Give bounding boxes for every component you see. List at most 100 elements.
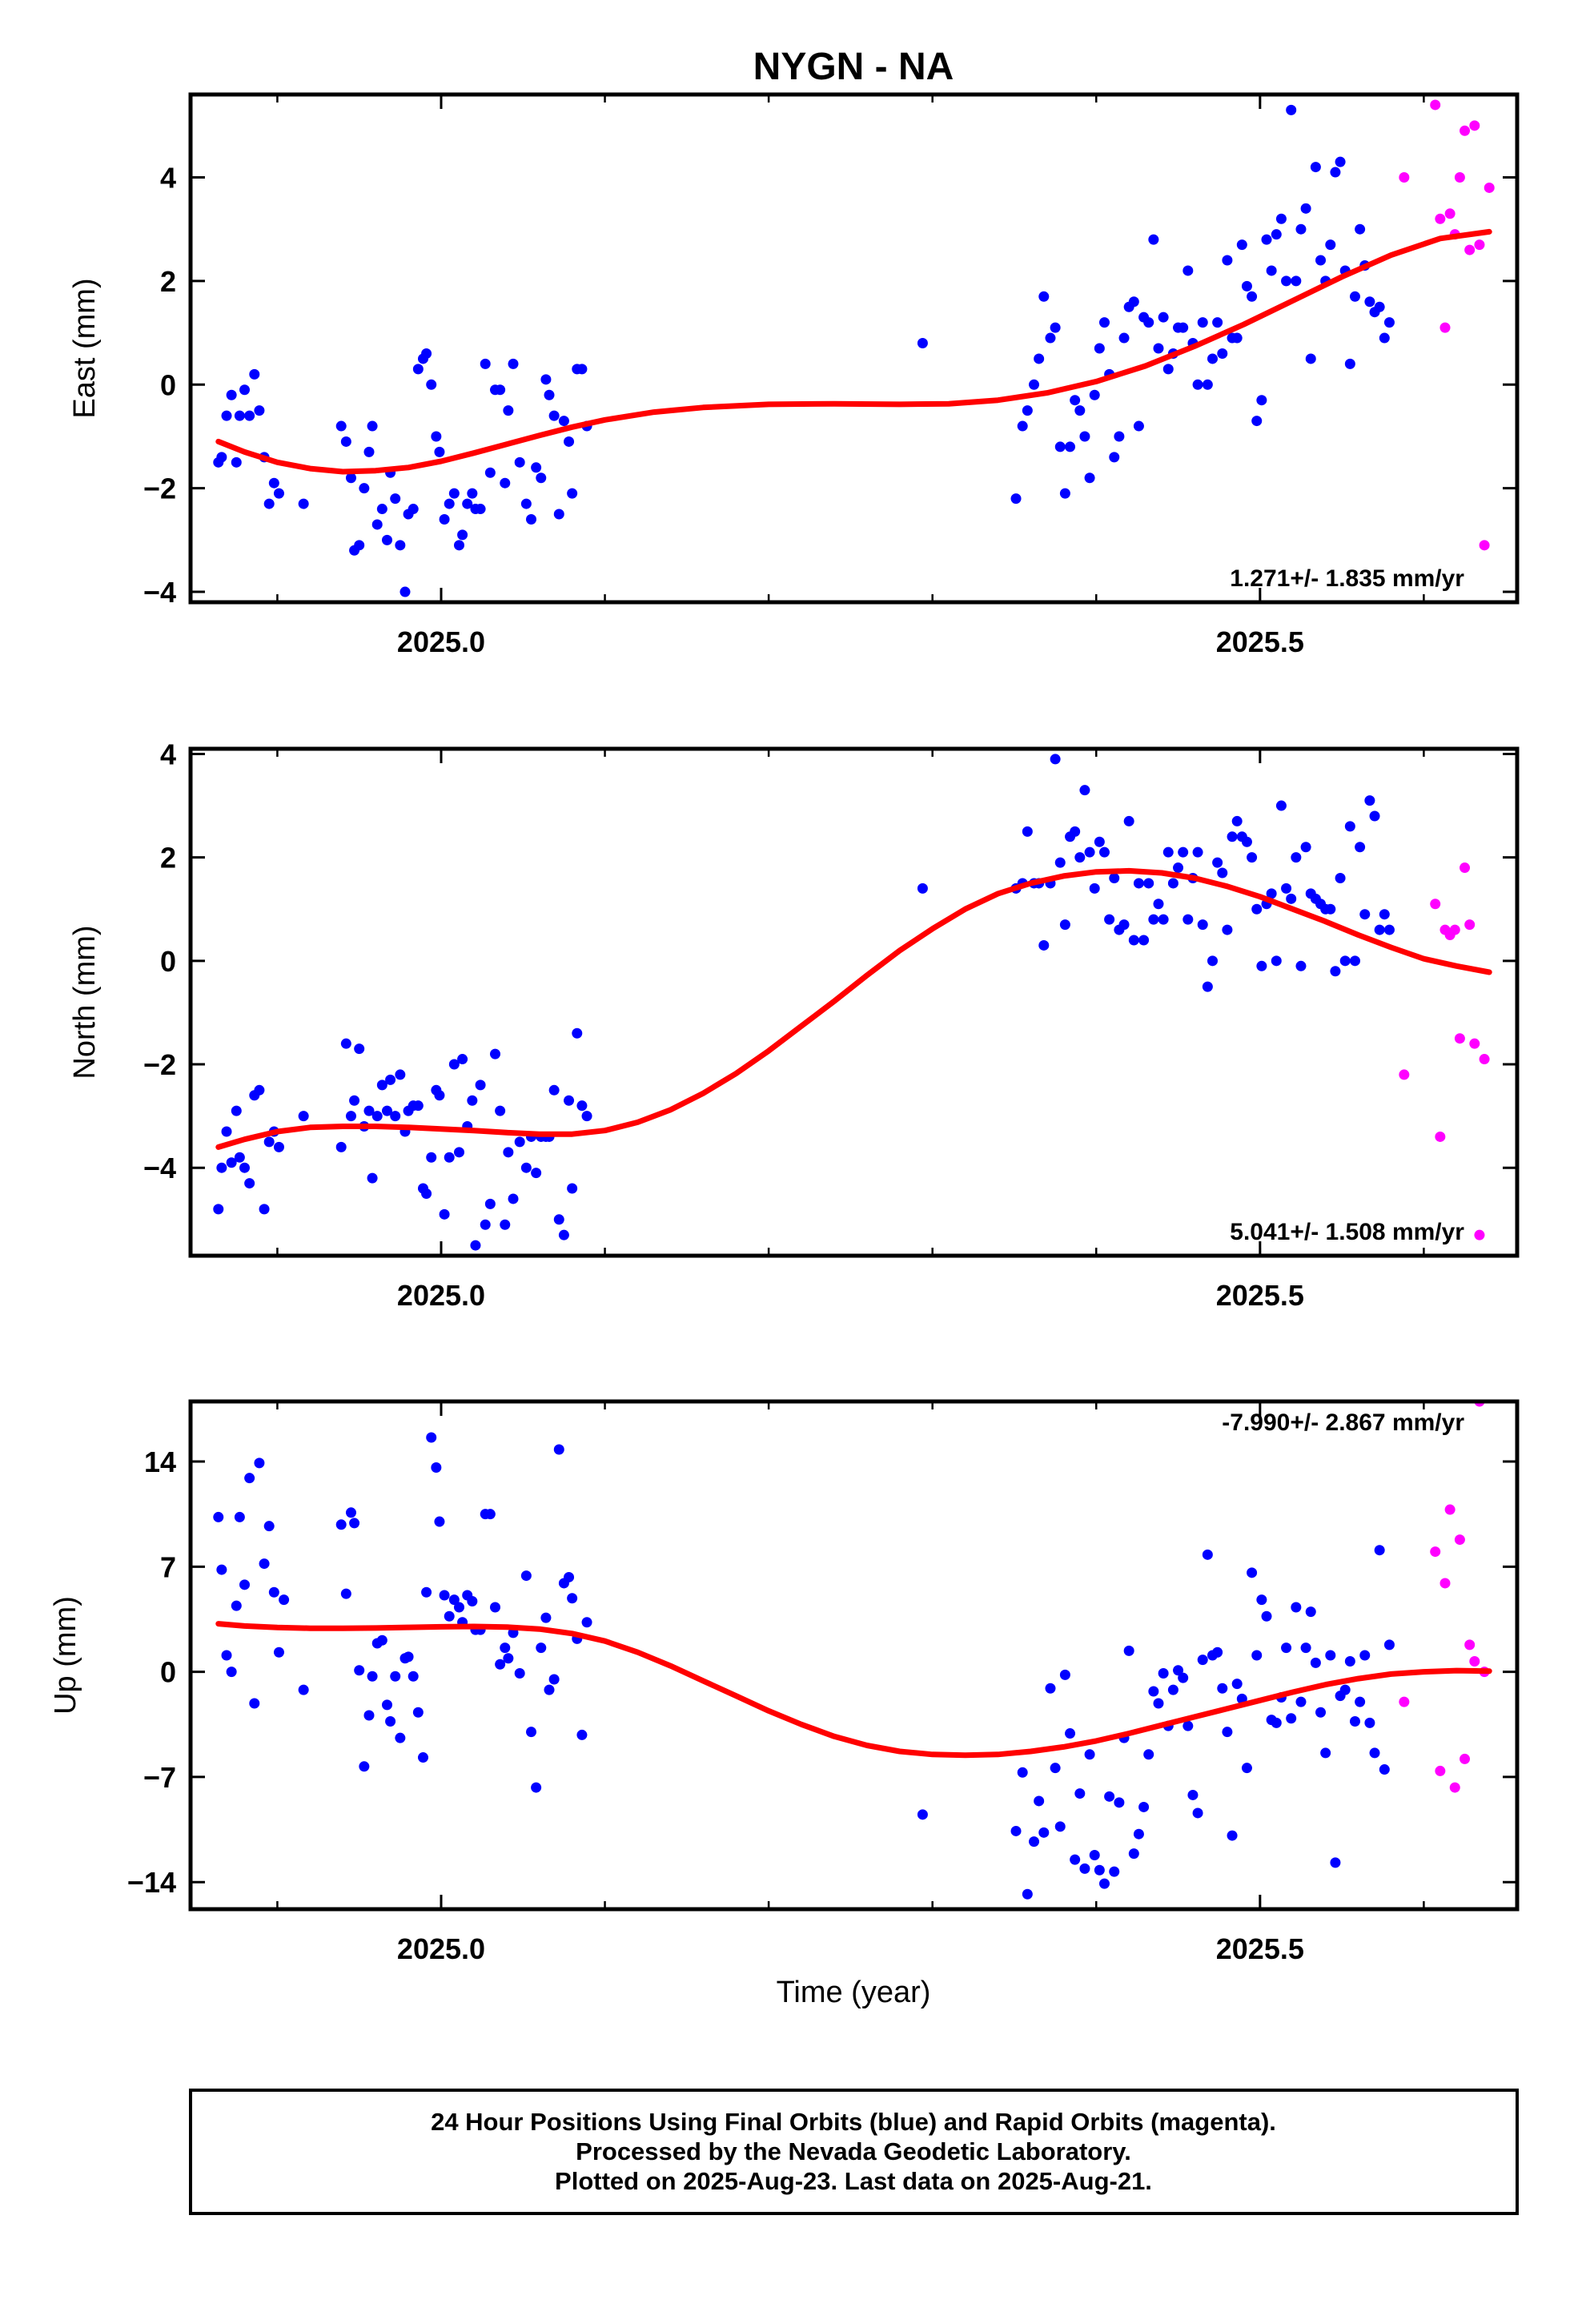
final-orbit-point: [431, 431, 442, 442]
final-orbit-point: [385, 1074, 396, 1085]
final-orbit-point: [226, 1667, 237, 1678]
final-orbit-point: [495, 1105, 506, 1116]
rapid-orbit-point: [1435, 1765, 1446, 1776]
final-orbit-point: [495, 384, 506, 396]
final-orbit-point: [1310, 1657, 1321, 1668]
final-orbit-point: [1162, 364, 1174, 375]
final-orbit-point: [444, 1610, 455, 1622]
final-orbit-point: [470, 1240, 481, 1251]
y-tick-label: 0: [160, 368, 176, 401]
final-orbit-point: [1379, 909, 1390, 920]
final-orbit-point: [279, 1594, 290, 1606]
final-orbit-point: [231, 1600, 242, 1611]
final-orbit-point: [564, 1095, 575, 1106]
final-orbit-point: [421, 1188, 432, 1199]
final-orbit-point: [1167, 878, 1178, 889]
final-orbit-point: [1114, 1797, 1125, 1808]
final-orbit-point: [1227, 831, 1238, 842]
final-orbit-point: [1054, 1821, 1066, 1832]
final-orbit-point: [1038, 1827, 1050, 1838]
final-orbit-point: [1261, 1610, 1272, 1622]
final-orbit-point: [1138, 1801, 1150, 1812]
final-orbit-point: [371, 1111, 383, 1122]
final-orbit-point: [444, 1152, 455, 1163]
final-orbit-point: [544, 1684, 555, 1695]
final-orbit-point: [426, 379, 437, 390]
final-orbit-point: [273, 488, 284, 499]
final-orbit-point: [354, 1043, 365, 1055]
final-orbit-point: [1153, 899, 1164, 910]
final-orbit-point: [1281, 275, 1292, 287]
final-orbit-point: [268, 1586, 279, 1598]
y-tick-label: 4: [160, 738, 176, 770]
y-axis-label: Up (mm): [49, 1596, 82, 1715]
rapid-orbit-point: [1464, 1639, 1476, 1651]
final-orbit-point: [439, 1590, 450, 1601]
final-orbit-point: [268, 477, 279, 489]
final-orbit-point: [1241, 280, 1252, 292]
final-orbit-point: [1291, 275, 1302, 287]
final-orbit-point: [298, 1111, 309, 1122]
final-orbit-point: [1133, 1828, 1144, 1839]
y-tick-label: 7: [160, 1550, 176, 1583]
rate-label: -7.990+/- 2.867 mm/yr: [1222, 1409, 1464, 1436]
final-orbit-point: [244, 1473, 255, 1484]
final-orbit-point: [1359, 1650, 1371, 1661]
final-orbit-point: [548, 1084, 560, 1096]
final-orbit-point: [1010, 493, 1022, 505]
final-orbit-point: [564, 1571, 575, 1582]
final-orbit-point: [526, 513, 537, 525]
final-orbit-point: [1070, 395, 1081, 406]
final-orbit-point: [1094, 836, 1105, 847]
final-orbit-point: [520, 498, 532, 509]
final-orbit-point: [1305, 353, 1316, 364]
final-orbit-point: [400, 586, 411, 597]
final-orbit-point: [1158, 312, 1169, 323]
final-orbit-point: [1281, 883, 1292, 894]
final-orbit-point: [244, 410, 255, 421]
final-orbit-point: [1374, 301, 1385, 312]
final-orbit-point: [259, 1558, 270, 1570]
fit-curve: [215, 228, 1492, 475]
final-orbit-point: [1054, 857, 1066, 868]
final-orbit-point: [1059, 1669, 1070, 1680]
plot-frame: [188, 92, 1520, 605]
plot-frame: [188, 1399, 1520, 1912]
chart-title: NYGN - NA: [753, 46, 954, 88]
final-orbit-point: [1359, 909, 1371, 920]
final-orbit-point: [500, 477, 511, 489]
final-orbit-point: [1022, 1888, 1033, 1900]
final-orbit-point: [426, 1152, 437, 1163]
x-tick-label: 2025.0: [397, 1932, 485, 1965]
final-orbit-point: [1383, 1639, 1395, 1651]
final-orbit-point: [553, 1214, 564, 1225]
final-orbit-point: [567, 1183, 578, 1194]
final-orbit-point: [254, 1458, 265, 1469]
final-orbit-point: [576, 1100, 588, 1112]
rapid-orbit-point: [1454, 1534, 1465, 1546]
final-orbit-point: [1022, 405, 1033, 416]
final-orbit-point: [457, 529, 468, 541]
final-orbit-point: [1300, 203, 1311, 214]
final-orbit-point: [395, 1069, 406, 1080]
final-orbit-point: [484, 1198, 496, 1209]
final-orbit-point: [444, 498, 455, 509]
final-orbit-point: [1182, 265, 1194, 276]
final-orbit-point: [484, 1509, 496, 1520]
final-orbit-point: [363, 1105, 375, 1116]
final-orbit-point: [239, 384, 251, 396]
final-orbit-point: [462, 498, 473, 509]
final-orbit-point: [1231, 1679, 1243, 1690]
final-orbit-point: [536, 472, 547, 484]
final-orbit-point: [1212, 1647, 1223, 1658]
caption-line-3: Plotted on 2025-Aug-23. Last data on 202…: [555, 2167, 1152, 2195]
final-orbit-point: [1202, 1549, 1213, 1560]
final-orbit-point: [434, 1516, 445, 1527]
final-orbit-point: [434, 446, 445, 457]
final-orbit-point: [376, 1634, 387, 1646]
final-orbit-point: [480, 358, 491, 369]
final-orbit-point: [273, 1141, 284, 1152]
rapid-orbit-point: [1439, 322, 1451, 333]
caption-box: 24 Hour Positions Using Final Orbits (bl…: [189, 2089, 1519, 2215]
final-orbit-point: [1128, 935, 1139, 946]
